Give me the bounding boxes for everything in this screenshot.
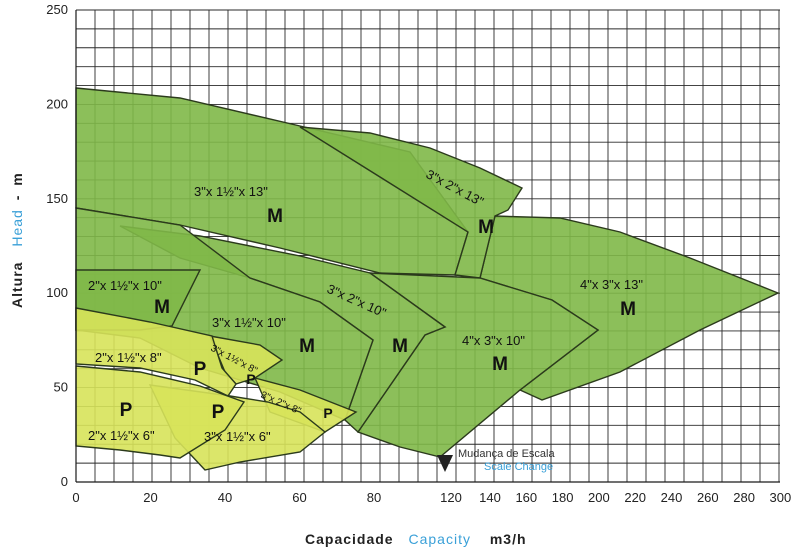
y-tick-label: 0: [61, 474, 68, 489]
region-class-label: M: [478, 217, 494, 238]
region-class-label: M: [492, 354, 508, 375]
y-tick-label: 100: [46, 285, 68, 300]
region-size-label: 3"x 1½"x 10": [212, 315, 286, 330]
x-tick-label-low: 0: [72, 490, 79, 505]
x-tick-label-high: 220: [624, 490, 646, 505]
x-tick-label-low: 60: [292, 490, 306, 505]
x-tick-label-high: 180: [552, 490, 574, 505]
region-class-label: P: [212, 402, 225, 423]
region-size-label: 2"x 1½"x 8": [95, 350, 162, 365]
region-class-label: P: [323, 405, 332, 421]
region-size-label: 4"x 3"x 10": [462, 333, 525, 348]
region-class-label: P: [246, 371, 255, 387]
x-tick-label-high: 280: [733, 490, 755, 505]
x-tick-label-low: 120: [440, 490, 462, 505]
x-tick-label-low: 20: [143, 490, 157, 505]
scale-change-note-en: Scale Change: [484, 461, 553, 473]
y-tick-label: 250: [46, 2, 68, 17]
pump-region: [75, 307, 237, 397]
scale-change-note-pt: Mudança de Escala: [458, 448, 555, 460]
region-size-label: 3"x 1½"x 6": [204, 429, 271, 444]
chart-axes: 0 50 100 150 200 250 0 20 40 60 80 120 140 160 180 200 2…: [46, 2, 791, 505]
region-class-label: M: [267, 206, 283, 227]
x-tick-label-low: 80: [367, 490, 381, 505]
region-size-label: 2"x 1½"x 6": [88, 428, 155, 443]
x-tick-label-low: 40: [218, 490, 232, 505]
y-tick-label: 150: [46, 191, 68, 206]
y-axis-title: Altura Head - m: [9, 172, 25, 308]
x-axis-title: Capacidade Capacity m3/h: [305, 531, 527, 547]
pump-regions: [75, 87, 780, 471]
region-class-label: M: [620, 299, 636, 320]
region-size-label: 3"x 1½"x 13": [194, 184, 268, 199]
region-class-label: M: [299, 336, 315, 357]
pump-region: [299, 126, 524, 279]
y-tick-label: 200: [46, 96, 68, 111]
region-class-label: P: [194, 359, 207, 380]
x-tick-label-high: 160: [515, 490, 537, 505]
region-class-label: P: [120, 400, 133, 421]
scale-change-marker: [437, 455, 453, 472]
x-tick-label-high: 260: [697, 490, 719, 505]
x-tick-label-high: 200: [588, 490, 610, 505]
x-tick-label-high: 140: [479, 490, 501, 505]
region-class-label: M: [154, 297, 170, 318]
y-tick-label: 50: [54, 380, 68, 395]
pump-region: [75, 365, 246, 459]
region-size-label: 2"x 1½"x 10": [88, 278, 162, 293]
x-tick-label-high: 240: [661, 490, 683, 505]
x-tick-label-high: 300: [770, 490, 792, 505]
region-class-label: M: [392, 336, 408, 357]
region-size-label: 4"x 3"x 13": [580, 277, 643, 292]
